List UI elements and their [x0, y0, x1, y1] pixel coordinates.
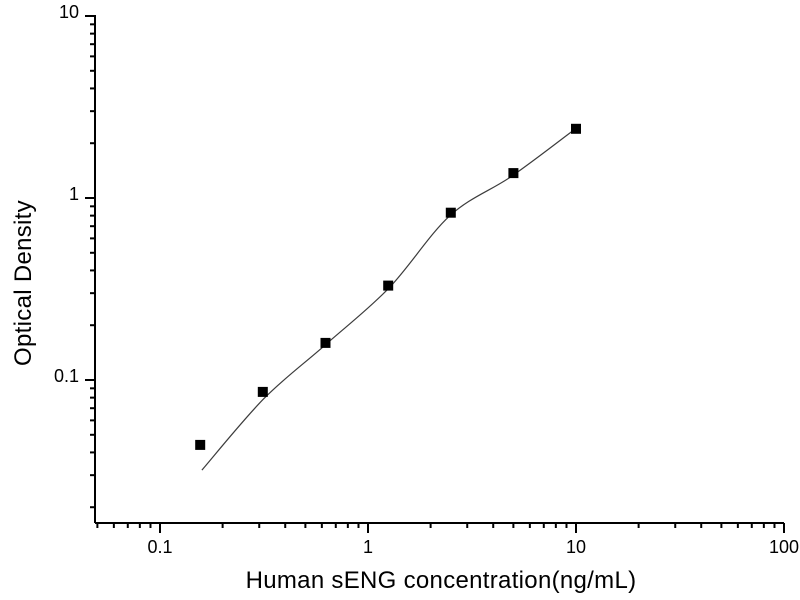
curve-layer: [201, 128, 576, 471]
y-tick-label: 1: [69, 184, 79, 204]
data-point-marker: [257, 386, 268, 397]
points-layer: [195, 123, 581, 450]
fit-curve-path: [201, 128, 576, 471]
ticks-layer: 0.1 1 10 100 0.1 1 10: [54, 2, 799, 557]
data-point-marker: [320, 337, 331, 348]
data-point-marker: [571, 123, 581, 134]
x-tick-label: 100: [769, 537, 799, 557]
data-point-marker: [508, 168, 519, 179]
x-axis-title: Human sENG concentration(ng/mL): [246, 567, 637, 594]
y-tick-label: 10: [59, 2, 79, 22]
x-tick-label: 0.1: [147, 537, 172, 557]
y-tick-label: 0.1: [54, 366, 79, 386]
axes-layer: [94, 15, 784, 524]
x-tick-label: 10: [566, 537, 586, 557]
y-axis-title: Optical Density: [10, 200, 37, 366]
data-point-marker: [383, 280, 394, 291]
x-tick-label: 1: [363, 537, 373, 557]
data-point-marker: [195, 439, 206, 450]
data-point-marker: [445, 207, 456, 218]
